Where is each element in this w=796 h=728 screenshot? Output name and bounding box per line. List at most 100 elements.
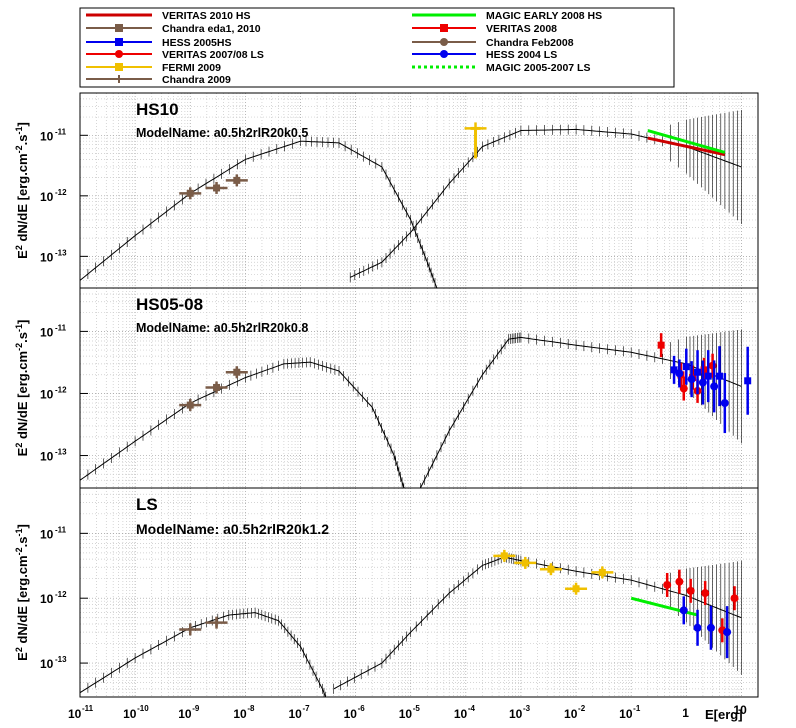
data-point (710, 382, 719, 391)
data-point (686, 586, 695, 595)
x-tick-exponent: -9 (192, 704, 200, 713)
data-point (663, 580, 672, 589)
series-fermi-2009 (493, 549, 614, 595)
legend-label: FERMI 2009 (162, 62, 221, 74)
series-line (647, 129, 726, 154)
y-axis-title-part: ] (15, 524, 30, 528)
y-tick-exponent: -12 (55, 590, 67, 599)
panel-title: HS05-08 (136, 295, 203, 314)
data-point (679, 606, 688, 615)
x-tick-label: 1 (682, 706, 689, 720)
data-point (657, 341, 665, 349)
grid (79, 92, 759, 289)
y-tick-label: 10 (40, 592, 54, 606)
x-tick-exponent: -1 (633, 704, 641, 713)
x-tick-label: 10 (233, 707, 247, 721)
series-line (647, 136, 726, 157)
y-tick-exponent: -11 (55, 525, 67, 534)
data-point (213, 184, 221, 192)
series-fermi-2009 (464, 122, 487, 159)
legend-entry-fermi-2009: FERMI 2009 (86, 62, 221, 74)
x-tick-label: 10 (733, 703, 747, 717)
y-tick-label: 10 (40, 657, 54, 671)
y-axis-title-part: 2 (14, 443, 24, 448)
series-magic-early-2008-hs (647, 129, 726, 154)
data-point (670, 366, 678, 374)
data-point (521, 559, 529, 567)
x-tick-label: 10 (123, 707, 137, 721)
x-tick-label: 10 (454, 707, 468, 721)
y-axis-title-part: -1 (14, 324, 24, 332)
legend-label: Chandra 2009 (162, 74, 231, 86)
legend-label: HESS 2005HS (162, 37, 231, 49)
data-point (704, 372, 712, 380)
y-tick-label: 10 (40, 450, 54, 464)
series-veritas-2007-08-ls (663, 569, 739, 643)
x-tick-label: 10 (564, 707, 578, 721)
legend: VERITAS 2010 HS Chandra eda1, 2010 HESS … (79, 7, 675, 88)
y-axis-title-part: E (15, 447, 30, 456)
data-point (701, 589, 710, 598)
legend-entry-chandra-eda1-2010: Chandra eda1, 2010 (86, 23, 261, 35)
data-point (675, 577, 684, 586)
legend-entry-veritas-2010-hs: VERITAS 2010 HS (86, 10, 251, 22)
legend-label: Chandra eda1, 2010 (162, 23, 261, 35)
x-tick-label: 10 (619, 707, 633, 721)
x-axis-title: E[erg] (705, 707, 743, 722)
legend-entry-magic-2005-2007-ls: MAGIC 2005-2007 LS (412, 62, 590, 74)
y-axis-title: E2 dN/dE [erg.cm-2.s-1] (14, 524, 30, 661)
y-tick-exponent: -13 (55, 448, 67, 457)
data-point (679, 384, 688, 393)
data-point (730, 594, 739, 603)
series-chandra-feb2008 (179, 366, 248, 412)
y-tick-exponent: -12 (55, 188, 67, 197)
y-axis-title-part: -2 (14, 145, 24, 153)
legend-label: HESS 2004 LS (486, 49, 557, 61)
y-tick-exponent: -13 (55, 655, 67, 664)
model-synchrotron (79, 607, 334, 698)
y-axis-title-part: ] (15, 122, 30, 126)
x-tick-exponent: -11 (82, 704, 94, 713)
y-axis-title-part: E (15, 250, 30, 259)
legend-label: MAGIC 2005-2007 LS (486, 62, 590, 74)
series-hess-2004-ls (679, 596, 732, 659)
panel-title: HS10 (136, 100, 179, 119)
x-tick-exponent: -8 (247, 704, 255, 713)
data-point (233, 368, 241, 376)
data-point (598, 568, 606, 576)
x-tick-label: 10 (399, 707, 413, 721)
data-point (698, 378, 707, 387)
data-point (720, 399, 729, 408)
data-point (572, 585, 580, 593)
x-tick-exponent: -10 (137, 704, 149, 713)
x-tick-exponent: -7 (302, 704, 310, 713)
model-curve (79, 361, 406, 489)
y-tick-label: 10 (40, 250, 54, 264)
x-tick-exponent: -4 (468, 704, 476, 713)
series-chandra-eda1-2010 (179, 174, 248, 200)
y-axis-title-part: .s (15, 135, 30, 146)
model-name-label: ModelName: a0.5h2rlR20k0.5 (136, 126, 308, 140)
legend-label: VERITAS 2010 HS (162, 10, 251, 22)
y-tick-exponent: -11 (55, 323, 67, 332)
x-axis-title-main: E (705, 707, 714, 722)
model-curve (79, 140, 441, 289)
x-tick-exponent: -5 (413, 704, 421, 713)
y-axis-title: E2 dN/dE [erg.cm-2.s-1] (14, 122, 30, 259)
data-point (213, 383, 221, 391)
legend-entry-chandra-feb2008: Chandra Feb2008 (412, 37, 574, 49)
data-point (723, 628, 732, 637)
model-name-label: ModelName: a0.5h2rlR20k0.8 (136, 321, 308, 335)
y-axis-title-part: dN/dE [erg.cm (15, 153, 30, 245)
y-axis-title-part: dN/dE [erg.cm (15, 555, 30, 647)
y-tick-label: 10 (40, 190, 54, 204)
legend-entry-chandra-2009: Chandra 2009 (86, 74, 231, 86)
data-point (233, 176, 241, 184)
panel-title: LS (136, 495, 158, 514)
y-tick-exponent: -11 (55, 127, 67, 136)
